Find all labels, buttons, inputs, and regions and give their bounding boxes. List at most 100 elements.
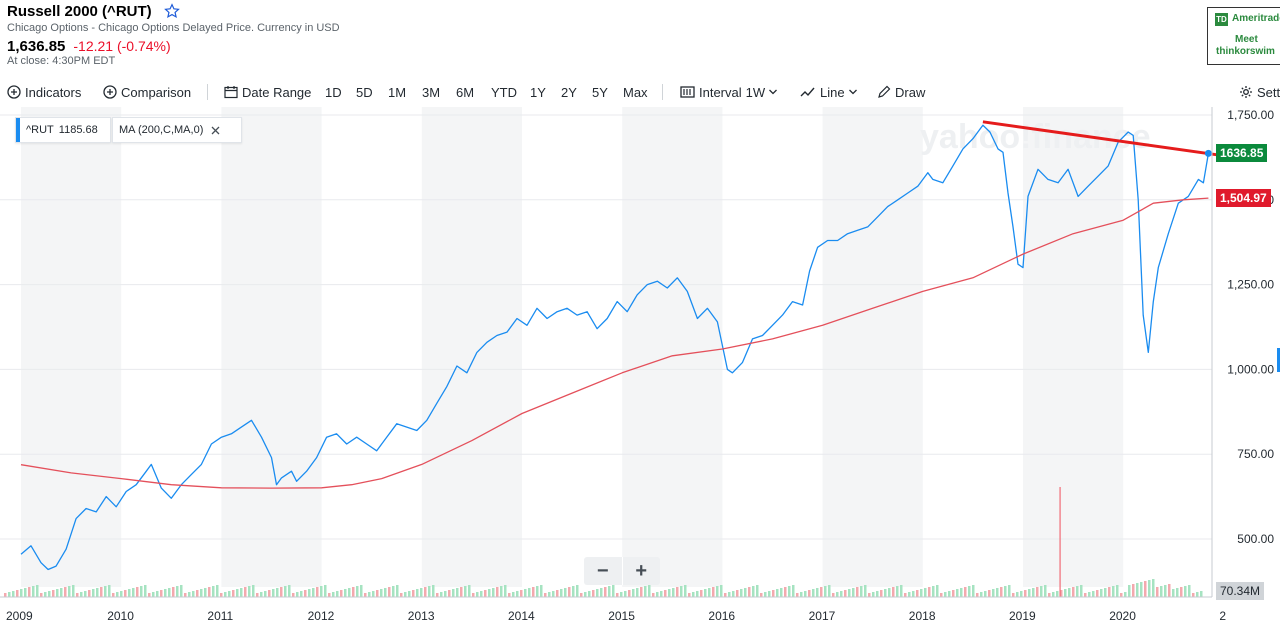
volume-bar xyxy=(232,590,235,597)
zoom-in-button[interactable]: + xyxy=(635,559,648,582)
volume-bar xyxy=(1072,587,1075,597)
volume-bar xyxy=(236,589,239,597)
range-ytd[interactable]: YTD xyxy=(491,84,517,100)
volume-bar xyxy=(756,585,759,597)
volume-bar xyxy=(1184,586,1187,597)
series-line-ma-200-c-ma-0- xyxy=(20,197,1209,489)
draw-button[interactable]: Draw xyxy=(877,80,925,104)
volume-bar xyxy=(560,589,563,597)
comparison-button[interactable]: Comparison xyxy=(103,80,191,104)
volume-tag: 70.34M xyxy=(1216,582,1265,600)
volume-bar xyxy=(732,591,735,597)
legend-symbol-chip[interactable]: ^RUT 1185.68 xyxy=(15,117,111,143)
ad-banner[interactable]: TD Ameritrade Meet thinkorswim xyxy=(1207,7,1280,65)
volume-bar xyxy=(368,592,371,597)
volume-bar xyxy=(580,593,583,597)
chart-type-dropdown[interactable]: Line xyxy=(800,80,862,104)
x-tick-label: 2018 xyxy=(909,609,936,623)
range-1m[interactable]: 1M xyxy=(388,84,407,100)
indicators-button[interactable]: Indicators xyxy=(7,80,81,104)
watchlist-star-icon[interactable] xyxy=(163,3,180,19)
volume-bar xyxy=(1064,589,1067,597)
volume-bar xyxy=(928,587,931,597)
range-1y[interactable]: 1Y xyxy=(530,84,546,100)
volume-bar xyxy=(200,589,203,597)
grid-lines xyxy=(0,114,1212,540)
year-band xyxy=(421,107,522,587)
volume-bar xyxy=(196,590,199,597)
volume-bar xyxy=(376,590,379,597)
volume-bar xyxy=(608,586,611,597)
volume-bar xyxy=(476,592,479,597)
legend-ma-chip[interactable]: MA (200,C,MA,0) xyxy=(112,117,242,143)
volume-bar xyxy=(408,591,411,597)
close-icon[interactable] xyxy=(211,126,220,135)
volume-bar xyxy=(1104,588,1107,597)
volume-bar xyxy=(820,587,823,597)
volume-bar xyxy=(824,586,827,597)
volume-bar xyxy=(188,592,191,597)
volume-bar xyxy=(512,592,515,597)
volume-bar xyxy=(1040,586,1043,597)
range-max[interactable]: Max xyxy=(623,84,648,100)
volume-bar xyxy=(1160,586,1163,597)
volume-bar xyxy=(972,585,975,597)
volume-bar xyxy=(168,588,171,597)
volume-bar xyxy=(872,592,875,597)
volume-bar xyxy=(420,588,423,597)
volume-bar xyxy=(1012,593,1015,597)
price-chart[interactable]: yahoo!finance 1,750.001,500.001,250.001,… xyxy=(0,107,1280,634)
volume-bar xyxy=(576,585,579,597)
volume-bar xyxy=(720,585,723,597)
candlestick-icon xyxy=(680,86,695,98)
zoom-out-button[interactable]: − xyxy=(584,557,623,585)
volume-bar xyxy=(940,593,943,597)
volume-bar xyxy=(436,593,439,597)
volume-bar xyxy=(948,591,951,597)
y-tick-label: 1,250.00 xyxy=(1227,278,1274,292)
range-5d[interactable]: 5D xyxy=(356,84,373,100)
range-1d[interactable]: 1D xyxy=(325,84,342,100)
volume-bar xyxy=(248,586,251,597)
quote-price: 1,636.85 xyxy=(7,38,66,55)
year-band xyxy=(1023,107,1124,587)
volume-bar xyxy=(1008,585,1011,597)
range-5y[interactable]: 5Y xyxy=(592,84,608,100)
scroll-handle[interactable] xyxy=(1277,348,1280,372)
volume-bar xyxy=(40,593,43,597)
interval-dropdown[interactable]: Interval 1W xyxy=(680,80,782,104)
range-3m[interactable]: 3M xyxy=(422,84,441,100)
volume-bar xyxy=(288,585,291,597)
date-range-button[interactable]: Date Range xyxy=(224,80,311,104)
volume-bar xyxy=(276,588,279,597)
settings-button[interactable]: Sett xyxy=(1239,80,1280,104)
volume-bar xyxy=(1148,580,1151,597)
year-band xyxy=(622,107,723,587)
volume-bar xyxy=(268,590,271,597)
volume-bar xyxy=(920,589,923,597)
volume-bar xyxy=(1140,582,1143,597)
volume-bar xyxy=(172,587,175,597)
quote-header: Russell 2000 (^RUT) Chicago Options - Ch… xyxy=(7,0,907,68)
volume-bar xyxy=(520,590,523,597)
volume-bar xyxy=(684,585,687,597)
volume-bar xyxy=(712,587,715,597)
volume-bar xyxy=(860,586,863,597)
volume-bar xyxy=(632,589,635,597)
volume-bar xyxy=(548,592,551,597)
volume-bar xyxy=(1200,591,1203,597)
volume-bar xyxy=(952,590,955,597)
volume-bar xyxy=(1084,593,1087,597)
volume-bar xyxy=(1156,587,1159,597)
volume-bar xyxy=(980,592,983,597)
range-6m[interactable]: 6M xyxy=(456,84,475,100)
volume-bar xyxy=(624,591,627,597)
volume-bar xyxy=(760,593,763,597)
volume-bar xyxy=(900,585,903,597)
volume-bar xyxy=(396,585,399,597)
volume-bar xyxy=(304,590,307,597)
range-2y[interactable]: 2Y xyxy=(561,84,577,100)
interval-value: 1W xyxy=(745,84,766,100)
volume-bar xyxy=(988,590,991,597)
volume-bar xyxy=(1080,585,1083,597)
